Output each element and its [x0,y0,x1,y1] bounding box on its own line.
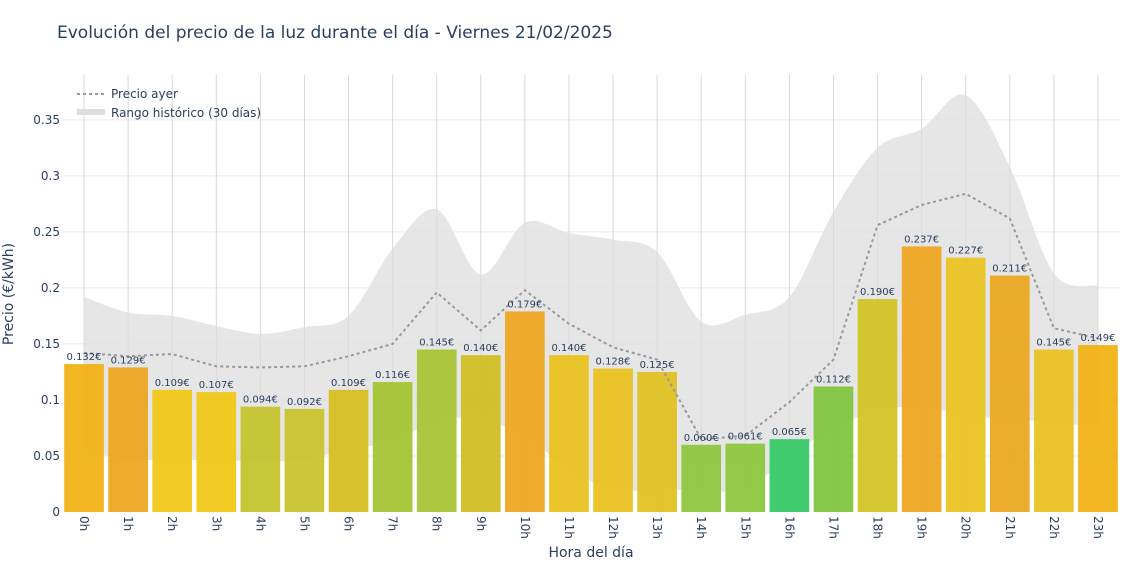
x-tick-label: 3h [209,516,223,531]
x-axis-title: Hora del día [548,545,633,561]
y-tick-label: 0 [52,505,60,519]
x-tick-label: 22h [1047,516,1061,539]
bar-value-label: 0.107€ [199,380,234,391]
x-tick-label: 5h [297,516,311,531]
bar-value-label: 0.179€ [507,299,542,310]
x-tick-label: 13h [650,516,664,539]
price-bar [945,257,986,512]
legend-label-yesterday: Precio ayer [111,87,178,101]
x-tick-label: 0h [77,516,91,531]
price-bar [372,382,413,512]
axis-layer: 0 0.05 0.1 0.15 0.2 0.25 0.3 0.35 0h 1h 2h 3h 4h 5h 6h… [33,113,1105,539]
bar-value-label: 0.132€ [67,352,102,363]
x-tick-label: 10h [518,516,532,539]
bar-value-label: 0.190€ [860,287,895,298]
bar-value-label: 0.145€ [419,338,454,349]
x-tick-label: 7h [386,516,400,531]
price-bar [64,364,104,512]
x-tick-label: 4h [253,516,267,531]
price-bar [240,406,281,512]
bar-value-label: 0.060€ [684,433,719,444]
x-tick-label: 21h [1003,516,1017,539]
price-bar [769,439,810,512]
chart-title: Evolución del precio de la luz durante e… [57,23,613,43]
x-tick-label: 2h [165,516,179,531]
bar-value-label: 0.116€ [375,370,410,381]
price-bar [1034,349,1074,512]
price-bar [637,371,677,512]
price-bar [152,389,193,512]
price-bar [549,355,589,512]
price-bar [460,355,501,512]
price-bar [857,299,898,512]
bar-value-label: 0.129€ [111,355,146,366]
bar-value-label: 0.145€ [1036,338,1071,349]
bar-value-label: 0.109€ [331,378,366,389]
bar-value-label: 0.125€ [640,360,675,371]
bar-value-label: 0.092€ [287,397,322,408]
price-bar [284,408,325,512]
y-tick-label: 0.15 [33,337,60,351]
bar-value-label: 0.140€ [463,343,498,354]
y-tick-label: 0.35 [33,113,60,127]
legend: Precio ayer Rango histórico (30 días) [77,87,261,120]
bar-value-label: 0.128€ [596,357,631,368]
x-tick-label: 14h [694,516,708,539]
bar-value-label: 0.227€ [948,246,983,257]
bar-value-label: 0.094€ [243,395,278,406]
y-tick-label: 0.25 [33,225,60,239]
x-tick-label: 11h [562,516,576,539]
bar-value-label: 0.109€ [155,378,190,389]
x-tick-label: 20h [959,516,973,539]
x-tick-label: 18h [871,516,885,539]
price-bar [328,389,369,512]
bar-value-label: 0.140€ [551,343,586,354]
price-bar [108,367,148,512]
x-tick-label: 8h [430,516,444,531]
y-axis-title: Precio (€/kWh) [1,243,17,345]
x-tick-label: 19h [915,516,929,539]
x-tick-label: 6h [342,516,356,531]
bar-value-label: 0.211€ [992,264,1027,275]
x-tick-label: 17h [826,516,840,539]
price-bar [593,368,633,512]
y-tick-label: 0.1 [41,393,60,407]
price-bar [813,386,854,512]
y-tick-label: 0.3 [41,169,60,183]
x-tick-label: 16h [782,516,796,539]
yesterday-price-line [83,192,1099,441]
bar-value-label: 0.112€ [816,375,851,386]
y-tick-label: 0.05 [33,449,60,463]
x-tick-label: 1h [121,516,135,531]
bar-value-label: 0.237€ [904,234,939,245]
price-bar [416,349,457,512]
legend-swatch-range [77,109,105,115]
price-bar [989,275,1030,512]
price-bar [901,246,942,512]
price-bar [681,444,722,512]
bar-value-label: 0.149€ [1080,333,1115,344]
bar-value-label: 0.061€ [728,432,763,443]
x-tick-label: 12h [606,516,620,539]
x-tick-label: 15h [738,516,752,539]
x-tick-label: 23h [1091,516,1105,539]
bar-value-label: 0.065€ [772,427,807,438]
price-bar [505,311,545,512]
bar-layer [64,246,1118,512]
price-bar [196,392,237,512]
y-tick-label: 0.2 [41,281,60,295]
bar-label-layer: 0.132€ 0.129€ 0.109€ 0.107€ 0.094€ 0.092€ 0.10… [67,234,1116,443]
legend-label-range: Rango histórico (30 días) [111,106,261,120]
x-tick-label: 9h [474,516,488,531]
price-bar [725,443,766,512]
price-bar [1078,345,1118,512]
yesterday-price-polyline [83,192,1099,441]
